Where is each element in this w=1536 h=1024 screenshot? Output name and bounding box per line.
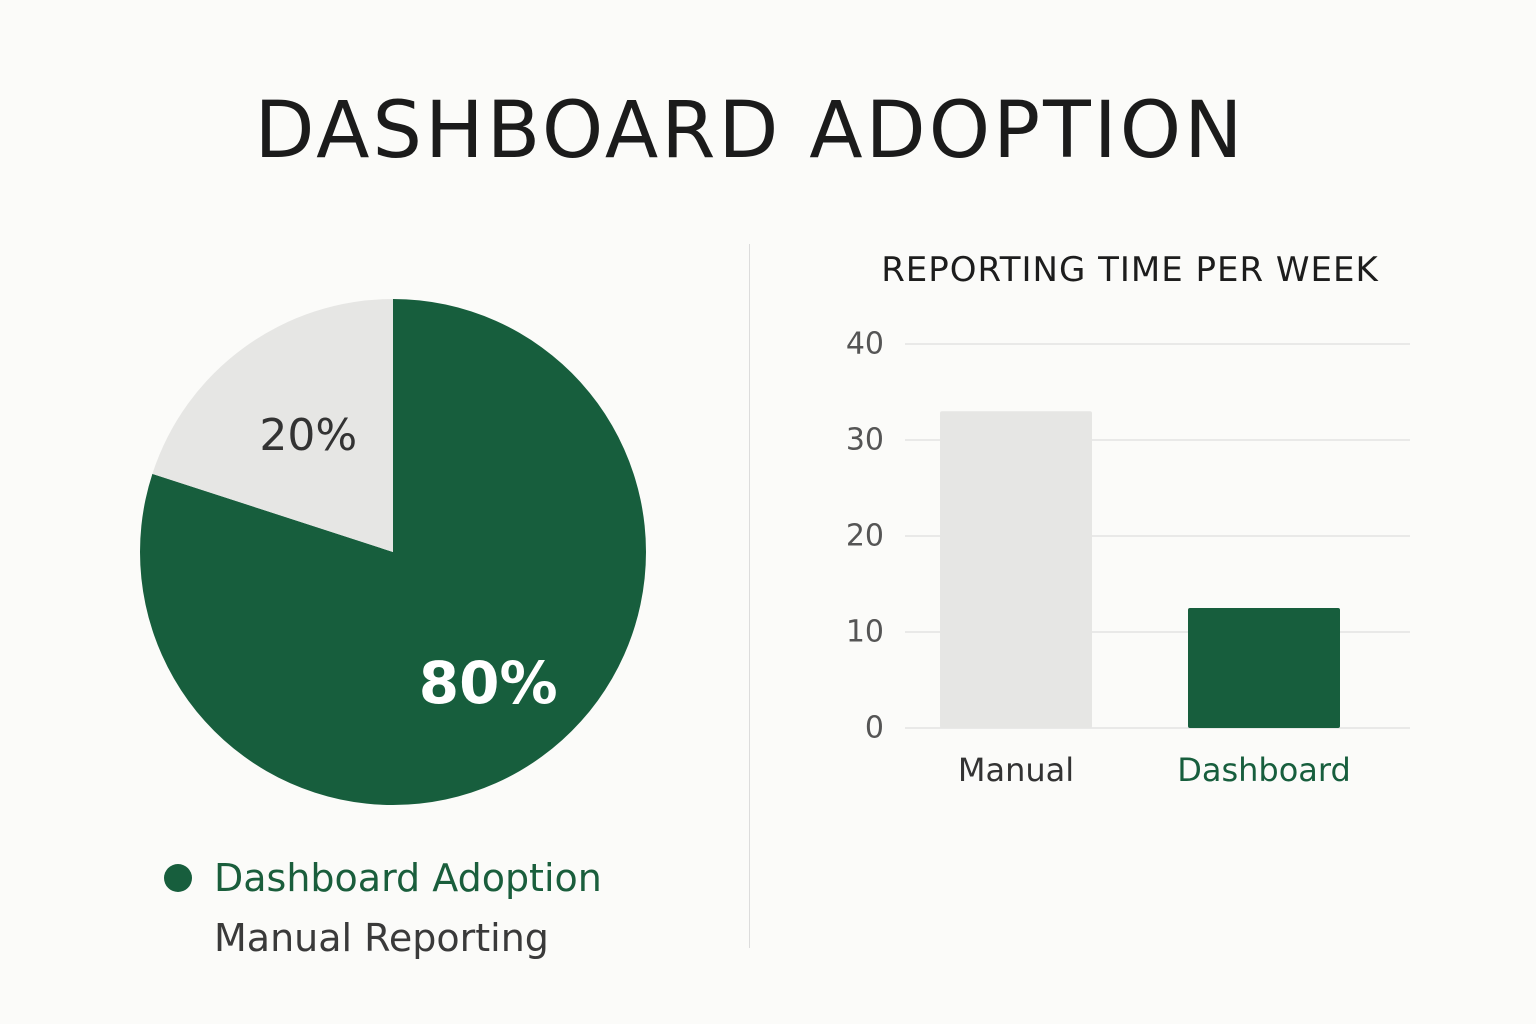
pie-label-manual: 20% — [259, 410, 357, 461]
legend-label-manual: Manual Reporting — [214, 916, 549, 960]
legend-item-manual: Manual Reporting — [160, 908, 602, 968]
y-tick-label-0: 0 — [865, 711, 884, 746]
pie-slice-manual — [152, 299, 393, 552]
bar-dashboard — [1188, 608, 1340, 728]
pie-chart: 80% 20% — [140, 299, 646, 805]
legend-label-dashboard: Dashboard Adoption — [214, 856, 602, 900]
legend-item-dashboard: Dashboard Adoption — [160, 848, 602, 908]
y-tick-label-30: 30 — [846, 423, 884, 458]
bar-chart: 0 10 20 30 40 Manual Dashboard — [846, 327, 1410, 789]
panel-divider — [749, 244, 750, 948]
y-tick-label-20: 20 — [846, 519, 884, 554]
y-tick-label-10: 10 — [846, 615, 884, 650]
bar-manual — [940, 411, 1092, 728]
x-tick-label-manual: Manual — [958, 751, 1074, 789]
bar-chart-title: REPORTING TIME PER WEEK — [881, 250, 1379, 290]
legend-swatch-manual — [164, 924, 192, 952]
pie-label-dashboard: 80% — [419, 649, 558, 717]
legend-swatch-dashboard — [164, 864, 192, 892]
pie-legend: Dashboard Adoption Manual Reporting — [160, 848, 602, 968]
x-tick-label-dashboard: Dashboard — [1177, 751, 1351, 789]
page-title: DASHBOARD ADOPTION — [254, 86, 1246, 176]
y-tick-label-40: 40 — [846, 327, 884, 362]
